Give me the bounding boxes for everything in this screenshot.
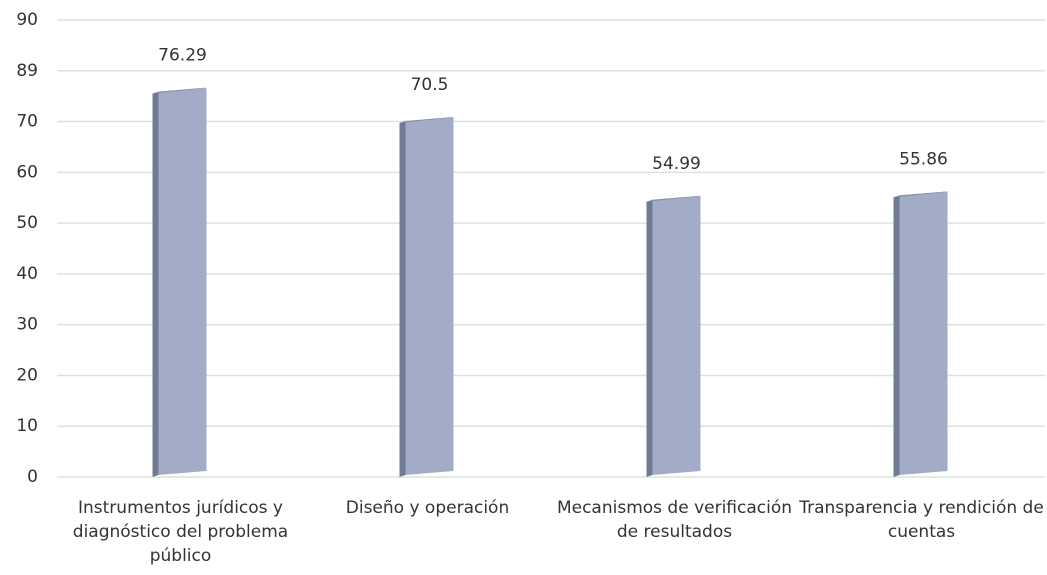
y-tick-label: 10 xyxy=(16,416,38,436)
y-tick-label: 50 xyxy=(16,213,38,233)
bar-top xyxy=(399,117,454,124)
x-tick-label: Diseño y operación xyxy=(345,498,510,518)
x-tick-label: Transparencia y rendición de cuentas xyxy=(799,498,1044,542)
bar-top xyxy=(893,191,948,198)
bar xyxy=(152,87,207,477)
bar-side xyxy=(399,121,406,478)
y-tick-label: 70 xyxy=(16,112,38,132)
bar-front xyxy=(652,195,701,475)
data-label: 70.5 xyxy=(411,75,449,95)
y-tick-label: 60 xyxy=(16,162,38,182)
bar-top xyxy=(646,195,701,202)
x-tick-label: Instrumentos jurídicos y diagnóstico del… xyxy=(72,498,289,566)
bar-side xyxy=(152,91,159,477)
data-label: 76.29 xyxy=(158,46,207,66)
y-tick-label: 20 xyxy=(16,365,38,385)
bar-side xyxy=(646,199,653,477)
x-tick-label: Mecanismos de verificación de resultados xyxy=(556,498,793,542)
data-label: 55.86 xyxy=(899,149,948,169)
y-tick-label: 40 xyxy=(16,264,38,284)
y-tick-label: 30 xyxy=(16,315,38,335)
data-label: 54.99 xyxy=(652,154,701,174)
bar xyxy=(646,195,701,477)
bar-side xyxy=(893,195,900,477)
bar xyxy=(893,191,948,477)
bar xyxy=(399,117,454,478)
bar-front xyxy=(899,191,948,475)
bar-front xyxy=(158,87,207,475)
bar-top xyxy=(152,87,207,94)
bar-front xyxy=(405,117,454,476)
y-tick-label: 89 xyxy=(16,61,38,81)
y-tick-label: 0 xyxy=(27,467,38,487)
y-tick-label: 90 xyxy=(16,10,38,30)
